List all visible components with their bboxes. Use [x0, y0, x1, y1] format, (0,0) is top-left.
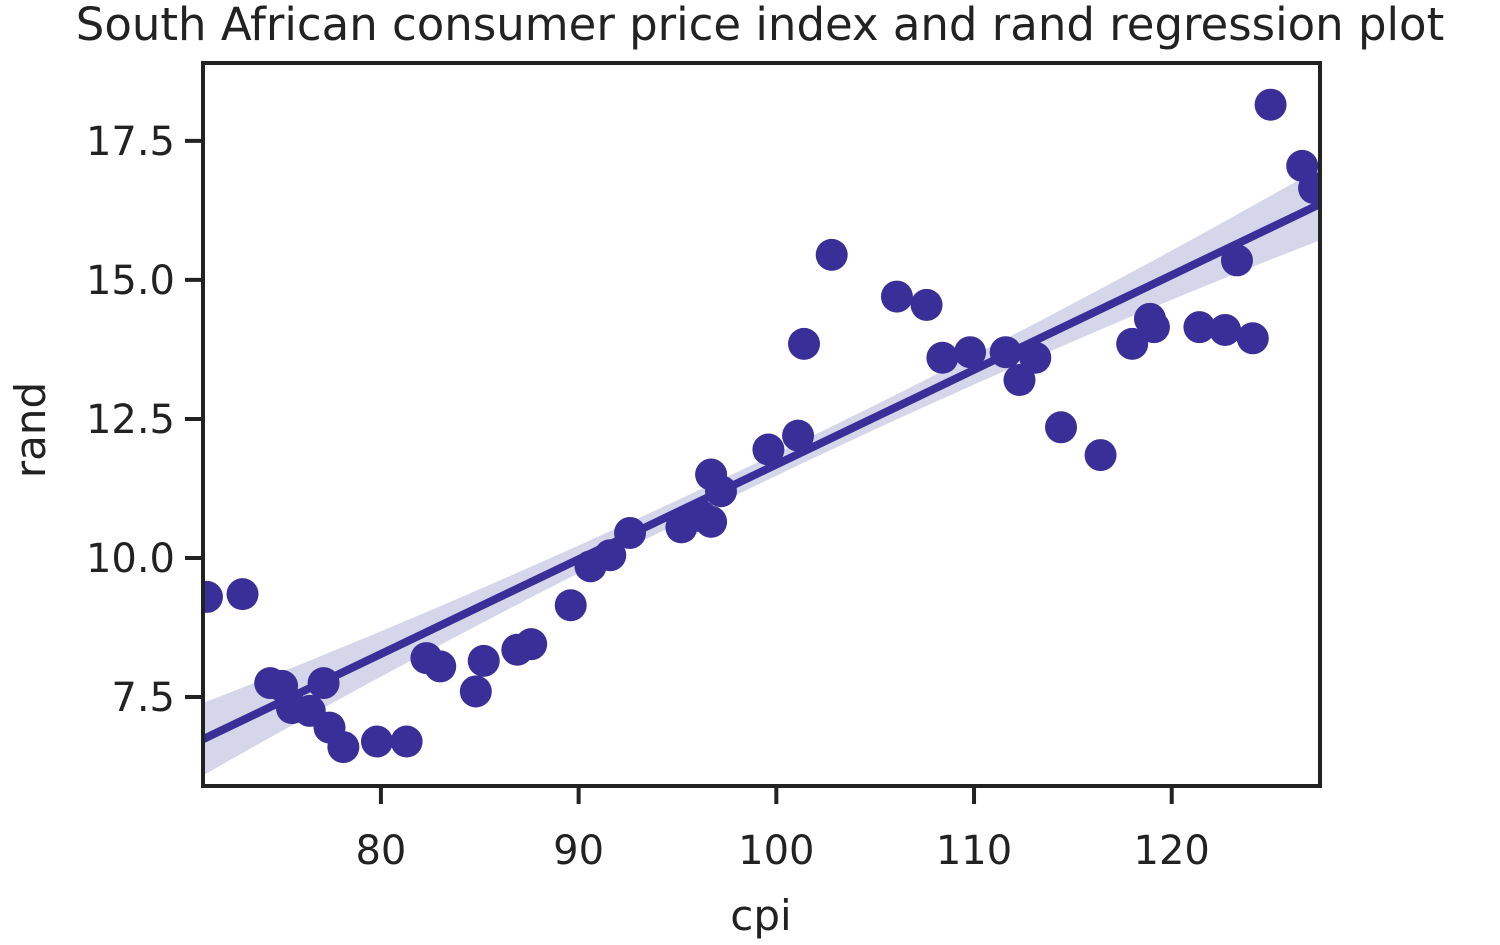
data-point: [1183, 311, 1216, 344]
data-point: [1209, 313, 1242, 346]
data-point: [467, 644, 500, 677]
x-tick-label: 80: [355, 828, 406, 874]
y-tick-label: 15.0: [86, 258, 175, 304]
data-point: [1298, 172, 1320, 205]
data-point: [954, 336, 987, 369]
data-point: [695, 505, 728, 538]
x-tick-label: 120: [1134, 828, 1210, 874]
x-axis-ticks: 80 90 100 110 120: [355, 786, 1210, 874]
y-axis-ticks: 7.5 10.0 12.5 15.0 17.5: [86, 119, 203, 721]
data-point: [704, 475, 737, 508]
data-point: [1003, 364, 1036, 397]
data-point: [390, 725, 423, 758]
data-point: [989, 336, 1022, 369]
data-point: [327, 731, 360, 764]
x-tick-label: 90: [553, 828, 604, 874]
data-point: [910, 288, 943, 321]
chart-title: South African consumer price index and r…: [76, 0, 1444, 51]
data-point: [880, 280, 913, 313]
data-point: [1254, 88, 1287, 121]
y-tick-label: 12.5: [86, 397, 175, 443]
x-tick-label: 100: [738, 828, 814, 874]
data-point: [424, 650, 457, 683]
data-point: [1236, 322, 1269, 355]
data-point: [788, 327, 821, 360]
y-tick-label: 17.5: [86, 119, 175, 165]
regression-line: [203, 200, 1320, 743]
data-point: [226, 578, 259, 611]
data-point: [1045, 411, 1078, 444]
data-point: [1116, 327, 1149, 360]
y-tick-label: 7.5: [111, 675, 175, 721]
y-axis-label: rand: [6, 382, 55, 478]
data-point: [307, 667, 340, 700]
data-point: [926, 341, 959, 374]
data-point: [1220, 244, 1253, 277]
data-point: [782, 419, 815, 452]
data-point: [614, 516, 647, 549]
data-point: [203, 580, 223, 613]
data-point: [1137, 311, 1170, 344]
plot-frame: [201, 61, 1322, 788]
data-point: [815, 238, 848, 271]
data-point: [1019, 341, 1052, 374]
x-tick-label: 110: [936, 828, 1012, 874]
x-axis-label: cpi: [730, 891, 791, 940]
data-point: [554, 589, 587, 622]
y-tick-label: 10.0: [86, 536, 175, 582]
data-point: [752, 433, 785, 466]
plot-area: [203, 88, 1320, 776]
data-point: [1084, 439, 1117, 472]
data-point: [594, 539, 627, 572]
data-point: [360, 725, 393, 758]
data-point: [459, 675, 492, 708]
data-point: [515, 628, 548, 661]
scatter-points: [203, 88, 1320, 764]
